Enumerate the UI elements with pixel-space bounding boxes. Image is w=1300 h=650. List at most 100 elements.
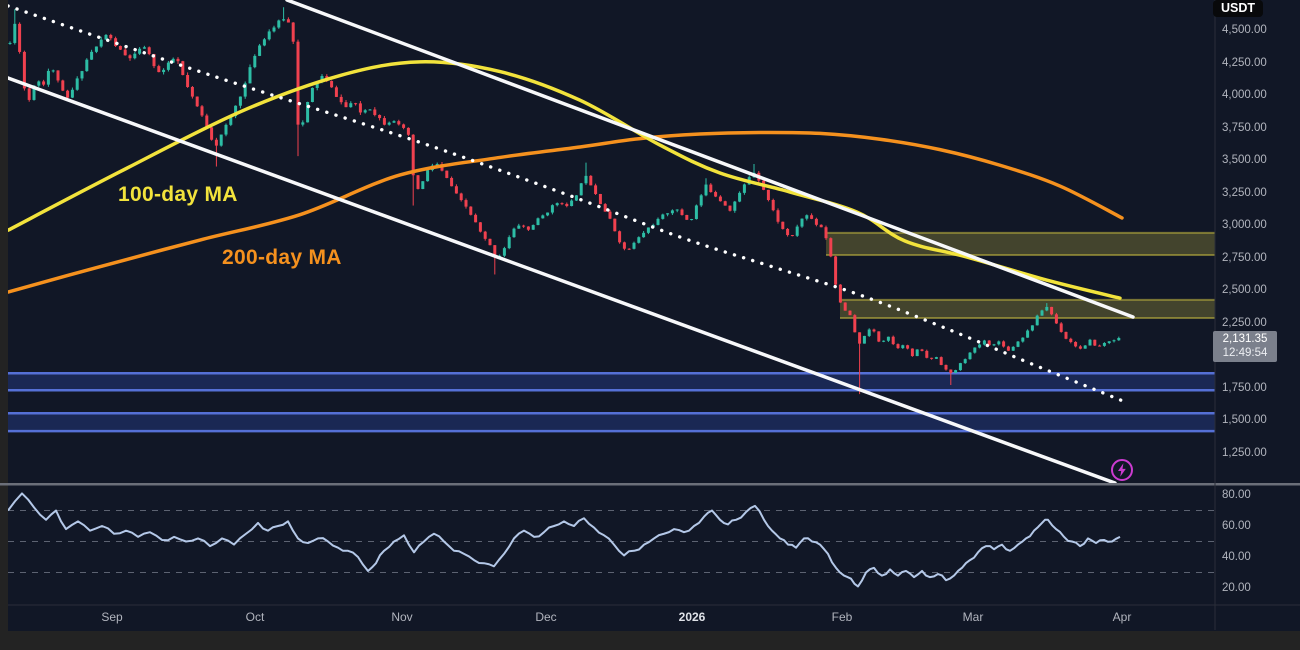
candle <box>310 87 314 102</box>
candle <box>973 347 977 353</box>
candle <box>214 139 218 146</box>
lower-channel-trendline[interactable] <box>8 76 1117 483</box>
candle <box>886 336 890 341</box>
candle <box>939 357 943 365</box>
candle <box>891 336 895 345</box>
candle <box>603 204 607 212</box>
candle <box>13 23 17 43</box>
candle <box>205 115 209 128</box>
price-tick: 1,750.00 <box>1222 381 1267 394</box>
candle <box>162 69 166 73</box>
time-axis[interactable] <box>8 605 1215 631</box>
candle <box>56 70 60 81</box>
indicator-tick: 60.00 <box>1222 520 1251 532</box>
candle <box>843 302 847 311</box>
candle <box>714 192 718 197</box>
candle <box>406 127 410 135</box>
candle <box>171 58 175 63</box>
candle <box>142 47 146 49</box>
candle <box>982 340 986 345</box>
candle <box>306 101 310 123</box>
candle <box>546 212 550 216</box>
candle <box>181 61 185 75</box>
bar-countdown: 12:49:54 <box>1222 347 1268 359</box>
candle <box>618 231 622 243</box>
candle <box>483 231 487 239</box>
price-tick: 3,750.00 <box>1222 121 1267 134</box>
zone-fill <box>840 299 1215 319</box>
candle <box>915 349 919 357</box>
candle <box>450 177 454 187</box>
pane-separator[interactable] <box>0 483 1300 486</box>
band-fill <box>8 373 1215 391</box>
candle <box>166 62 170 70</box>
candle <box>795 226 799 236</box>
price-pane[interactable] <box>8 0 1215 483</box>
candle <box>810 215 814 219</box>
candle <box>1098 345 1102 347</box>
candle <box>104 34 108 40</box>
price-tick: 4,000.00 <box>1222 89 1267 102</box>
candle <box>253 55 257 68</box>
candle <box>954 370 958 373</box>
candle <box>1026 330 1030 338</box>
candle <box>128 55 132 59</box>
candle <box>478 222 482 232</box>
candle <box>330 81 334 88</box>
candle <box>675 209 679 211</box>
time-tick-sep: Sep <box>101 610 123 624</box>
candle <box>85 59 89 72</box>
band-fill <box>8 413 1215 432</box>
candle <box>858 332 862 344</box>
candle <box>37 81 41 86</box>
resistance-zone-1 <box>826 231 1215 256</box>
candle <box>958 363 962 371</box>
candle <box>488 238 492 246</box>
candle <box>1064 331 1068 339</box>
candle <box>114 38 118 46</box>
symbol-quote-badge[interactable]: USDT <box>1213 0 1263 17</box>
candle <box>282 19 286 21</box>
candle <box>934 357 938 359</box>
indicator-tick: 20.00 <box>1222 582 1251 594</box>
candle <box>354 103 358 105</box>
candle <box>829 238 833 257</box>
candle <box>738 192 742 202</box>
candle <box>512 228 516 238</box>
candle <box>301 122 305 125</box>
candle <box>531 225 535 230</box>
candle <box>824 227 828 239</box>
candle <box>901 345 905 349</box>
candle <box>766 189 770 200</box>
candle <box>90 51 94 60</box>
candle <box>334 87 338 97</box>
candle <box>157 66 161 73</box>
candle <box>594 185 598 194</box>
upper-channel-trendline[interactable] <box>285 0 1135 319</box>
candle <box>339 96 343 103</box>
candle <box>627 248 631 250</box>
candle <box>910 348 914 357</box>
candle <box>373 109 377 115</box>
candle <box>123 49 127 56</box>
rsi-pane[interactable] <box>8 492 1215 588</box>
candle <box>949 369 953 373</box>
dotted-trendline[interactable] <box>8 4 1130 405</box>
lightning-button[interactable] <box>1110 458 1134 482</box>
candle <box>896 344 900 349</box>
candle <box>61 80 65 91</box>
candle <box>930 357 934 359</box>
candle <box>378 114 382 119</box>
candle <box>771 200 775 211</box>
price-tick: 1,500.00 <box>1222 414 1267 427</box>
candle <box>699 195 703 206</box>
candle <box>790 235 794 237</box>
candle <box>238 96 242 106</box>
candle <box>210 127 214 140</box>
candle <box>622 242 626 249</box>
candle <box>291 22 295 42</box>
candle <box>877 331 881 342</box>
